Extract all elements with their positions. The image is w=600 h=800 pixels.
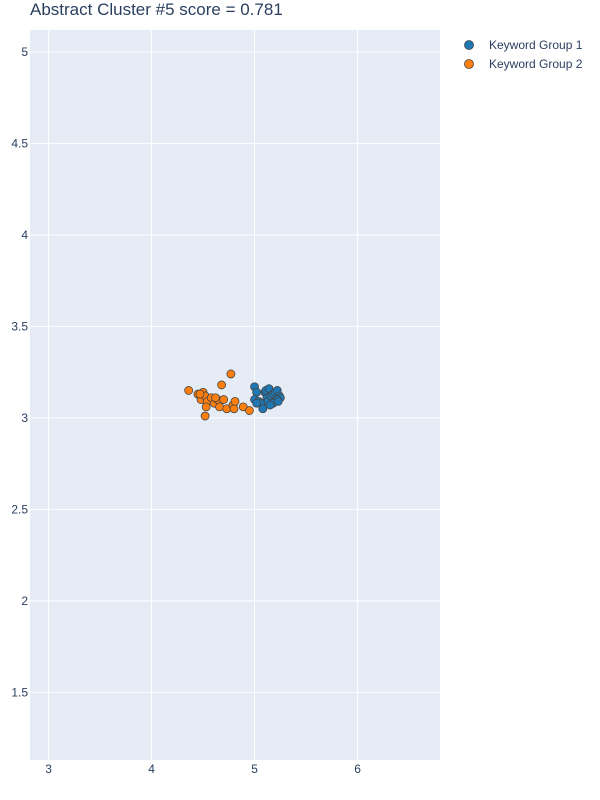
data-point-group-1 bbox=[258, 404, 268, 414]
data-point-group-2 bbox=[245, 406, 254, 415]
y-tick-label: 5 bbox=[21, 45, 28, 59]
data-point-group-2 bbox=[211, 393, 220, 403]
legend[interactable]: Keyword Group 1 Keyword Group 2 bbox=[464, 38, 583, 71]
x-axis: 3 4 5 6 bbox=[45, 762, 361, 776]
data-point-group-2 bbox=[219, 395, 229, 404]
y-tick-label: 3 bbox=[21, 411, 28, 425]
y-axis: 1.5 2 2.5 3 3.5 4 4.5 5 bbox=[11, 45, 28, 699]
x-tick-label: 6 bbox=[354, 762, 361, 776]
x-tick-label: 5 bbox=[251, 762, 258, 776]
chart-title: Abstract Cluster #5 score = 0.781 bbox=[30, 0, 283, 19]
y-tick-label: 4 bbox=[21, 228, 28, 242]
data-point-group-1 bbox=[252, 387, 262, 397]
legend-label[interactable]: Keyword Group 1 bbox=[489, 38, 583, 52]
data-point-group-2 bbox=[226, 369, 236, 379]
data-point-group-2 bbox=[184, 386, 194, 395]
legend-label[interactable]: Keyword Group 2 bbox=[489, 57, 583, 71]
data-point-group-2 bbox=[217, 380, 227, 390]
y-tick-label: 4.5 bbox=[11, 136, 28, 150]
data-point-group-1 bbox=[252, 398, 262, 408]
x-tick-label: 3 bbox=[45, 762, 52, 776]
data-point-group-2 bbox=[201, 402, 211, 412]
legend-marker[interactable] bbox=[464, 59, 474, 69]
y-tick-label: 1.5 bbox=[11, 685, 28, 699]
y-tick-label: 2 bbox=[21, 594, 28, 608]
data-point-group-2 bbox=[215, 402, 224, 412]
x-tick-label: 4 bbox=[148, 762, 155, 776]
plot-area bbox=[30, 30, 440, 760]
y-tick-label: 3.5 bbox=[11, 319, 28, 333]
data-point-group-2 bbox=[229, 404, 239, 414]
data-points bbox=[184, 369, 285, 421]
data-point-group-1 bbox=[265, 400, 275, 410]
data-point-group-1 bbox=[273, 397, 283, 406]
y-tick-label: 2.5 bbox=[11, 502, 28, 516]
data-point-group-2 bbox=[230, 397, 240, 406]
legend-marker[interactable] bbox=[464, 40, 474, 50]
grid-lines bbox=[30, 30, 440, 760]
data-point-group-2 bbox=[200, 411, 210, 421]
data-point-group-2 bbox=[195, 389, 205, 399]
